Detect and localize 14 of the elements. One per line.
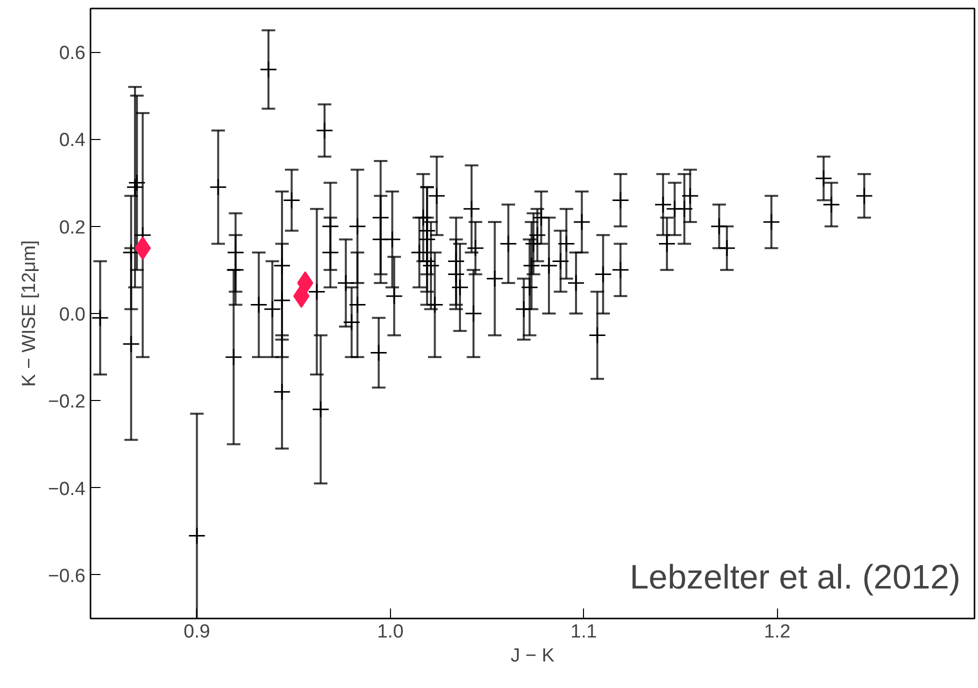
x-axis-title: J − K	[510, 646, 555, 666]
y-axis-title: K − WISE [12μm]	[18, 240, 40, 387]
y-tick-label: 0.0	[59, 304, 86, 326]
y-tick-label: −0.2	[48, 392, 86, 413]
y-tick-label: 0.6	[59, 43, 86, 64]
y-tick-label: 0.2	[59, 217, 86, 238]
y-tick-label: −0.6	[48, 566, 86, 587]
x-tick-label: 0.9	[184, 622, 210, 642]
x-tick-label: 1.2	[764, 622, 790, 642]
x-tick-label: 1.1	[570, 622, 597, 642]
y-tick-label: −0.4	[48, 478, 86, 500]
y-tick-label: 0.4	[59, 130, 86, 152]
annotation: Lebzelter et al. (2012)	[630, 558, 961, 596]
x-tick-label: 1.0	[377, 622, 404, 642]
